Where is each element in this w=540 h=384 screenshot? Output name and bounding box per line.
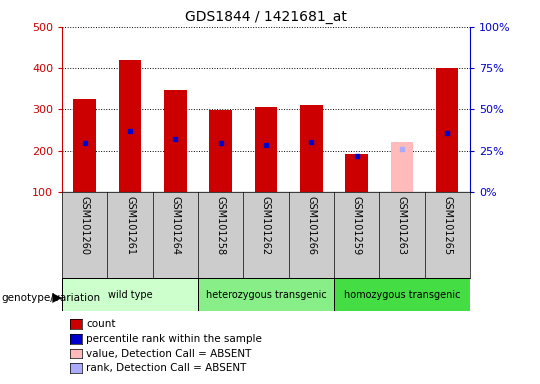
Text: rank, Detection Call = ABSENT: rank, Detection Call = ABSENT	[86, 363, 247, 373]
Text: GSM101265: GSM101265	[442, 196, 452, 255]
Text: GSM101263: GSM101263	[397, 196, 407, 255]
Bar	[390, 142, 413, 192]
Bar	[73, 99, 96, 192]
Bar	[334, 278, 470, 311]
Title: GDS1844 / 1421681_at: GDS1844 / 1421681_at	[185, 10, 347, 25]
Polygon shape	[52, 293, 62, 303]
Text: percentile rank within the sample: percentile rank within the sample	[86, 334, 262, 344]
Bar	[198, 278, 334, 311]
Text: GSM101264: GSM101264	[170, 196, 180, 255]
Text: GSM101259: GSM101259	[352, 196, 362, 255]
Bar	[255, 108, 277, 192]
Bar	[164, 90, 187, 192]
Text: homozygous transgenic: homozygous transgenic	[343, 290, 460, 300]
Text: GSM101260: GSM101260	[80, 196, 90, 255]
Text: value, Detection Call = ABSENT: value, Detection Call = ABSENT	[86, 349, 252, 359]
Text: GSM101262: GSM101262	[261, 196, 271, 255]
Bar	[345, 154, 368, 192]
Text: GSM101266: GSM101266	[306, 196, 316, 255]
Text: genotype/variation: genotype/variation	[1, 293, 100, 303]
Text: wild type: wild type	[108, 290, 152, 300]
Text: GSM101261: GSM101261	[125, 196, 135, 255]
Bar	[436, 68, 458, 192]
Bar	[119, 60, 141, 192]
Bar	[300, 105, 322, 192]
Text: count: count	[86, 319, 116, 329]
Bar	[210, 110, 232, 192]
Text: heterozygous transgenic: heterozygous transgenic	[206, 290, 326, 300]
Text: GSM101258: GSM101258	[215, 196, 226, 255]
Bar	[62, 278, 198, 311]
